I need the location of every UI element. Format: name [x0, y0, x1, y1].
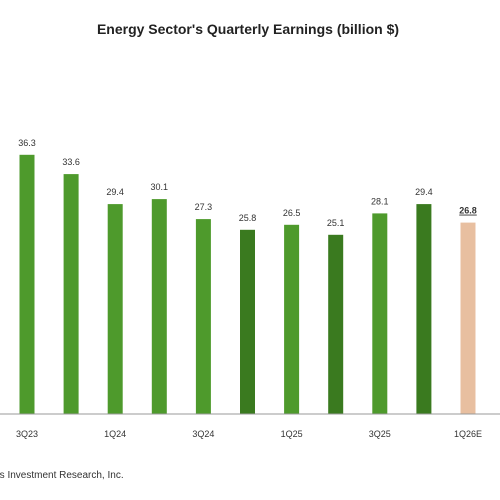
- bar-2q25: [328, 234, 344, 414]
- tick-label-3q24: 3Q24: [192, 429, 214, 439]
- value-label-1q24: 29.4: [106, 187, 124, 197]
- bar-3q24: [195, 219, 211, 414]
- value-label-1q26e: 26.8: [459, 206, 477, 216]
- bar-1q26e: [460, 222, 476, 414]
- tick-label-3q25: 3Q25: [369, 429, 391, 439]
- bar-2q24: [151, 199, 167, 414]
- value-label-3q23: 36.3: [18, 138, 36, 148]
- tick-label-1q26e: 1Q26E: [454, 429, 482, 439]
- bar-1q24: [107, 204, 123, 414]
- value-label-4q23: 33.6: [62, 157, 80, 167]
- bar-3q23: [19, 154, 35, 415]
- bar-1q25: [284, 224, 300, 414]
- tick-label-1q24: 1Q24: [104, 429, 126, 439]
- value-labels-group: 36.3 33.6 29.4 30.1 27.3 25.8 26.5 25.1 28.1 29.4…: [18, 138, 477, 228]
- value-label-2q25: 25.1: [327, 218, 345, 228]
- tick-label-1q25: 1Q25: [281, 429, 303, 439]
- tick-label-3q23: 3Q23: [16, 429, 38, 439]
- value-label-4q24: 25.8: [239, 213, 257, 223]
- bar-4q24: [240, 229, 255, 414]
- value-label-3q25: 28.1: [371, 196, 389, 206]
- bar-4q23: [63, 174, 79, 414]
- value-label-3q24: 27.3: [195, 202, 213, 212]
- bar-3q25: [372, 213, 388, 414]
- value-label-2q24: 30.1: [151, 182, 169, 192]
- bar-4q25: [416, 204, 432, 414]
- bars-group: [19, 154, 476, 415]
- source-note: Zacks Investment Research, Inc.: [0, 470, 124, 481]
- tick-labels-group: 3Q23 1Q24 3Q24 1Q25 3Q25 1Q26E: [16, 429, 482, 439]
- chart-title: Energy Sector's Quarterly Earnings (bill…: [97, 21, 399, 37]
- value-label-4q25: 29.4: [415, 187, 433, 197]
- value-label-1q25: 26.5: [283, 208, 301, 218]
